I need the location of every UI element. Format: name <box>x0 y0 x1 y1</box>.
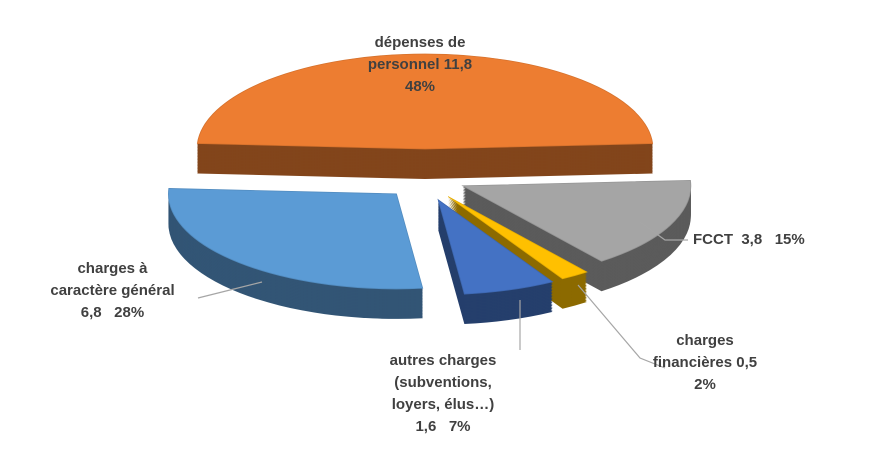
value-label: 3,8 <box>741 231 763 248</box>
leader-line <box>639 221 688 241</box>
slice <box>196 53 654 150</box>
slice <box>437 198 554 295</box>
category: dépenses de personnel <box>367 34 466 73</box>
percent-label: 15% <box>774 231 805 248</box>
percent-label: 28% <box>114 304 145 321</box>
percent-label: 7% <box>448 418 471 435</box>
value-label: 0,5 <box>736 354 758 371</box>
value-percent: 1,6 7% <box>368 416 518 438</box>
leader-line <box>197 281 263 299</box>
category: autres charges (subventions, loyers, élu… <box>389 352 497 413</box>
slices <box>168 53 692 325</box>
value-label: 11,8 <box>443 56 473 73</box>
slice-label: charges financières 0,5 2% <box>640 330 770 396</box>
leader-line <box>577 284 666 369</box>
slice <box>461 179 692 262</box>
slice <box>447 196 588 280</box>
value-percent: 6,8 28% <box>25 302 200 324</box>
leader-lines <box>197 221 688 369</box>
slice <box>168 188 424 290</box>
slice-label: autres charges (subventions, loyers, élu… <box>368 350 518 438</box>
slice-label: FCCT 3,8 15% <box>693 229 805 251</box>
slice-label: charges à caractère général 6,8 28% <box>25 258 200 324</box>
category: charges financières <box>652 332 734 371</box>
percent-label: 48% <box>404 78 436 95</box>
percent-label: 2% <box>694 376 716 393</box>
category: FCCT <box>693 231 733 248</box>
slice-label: dépenses de personnel 11,8 48% <box>355 32 485 98</box>
value-label: 1,6 <box>415 418 437 435</box>
value-label: 6,8 <box>80 304 102 321</box>
category: charges à caractère général <box>50 260 175 299</box>
